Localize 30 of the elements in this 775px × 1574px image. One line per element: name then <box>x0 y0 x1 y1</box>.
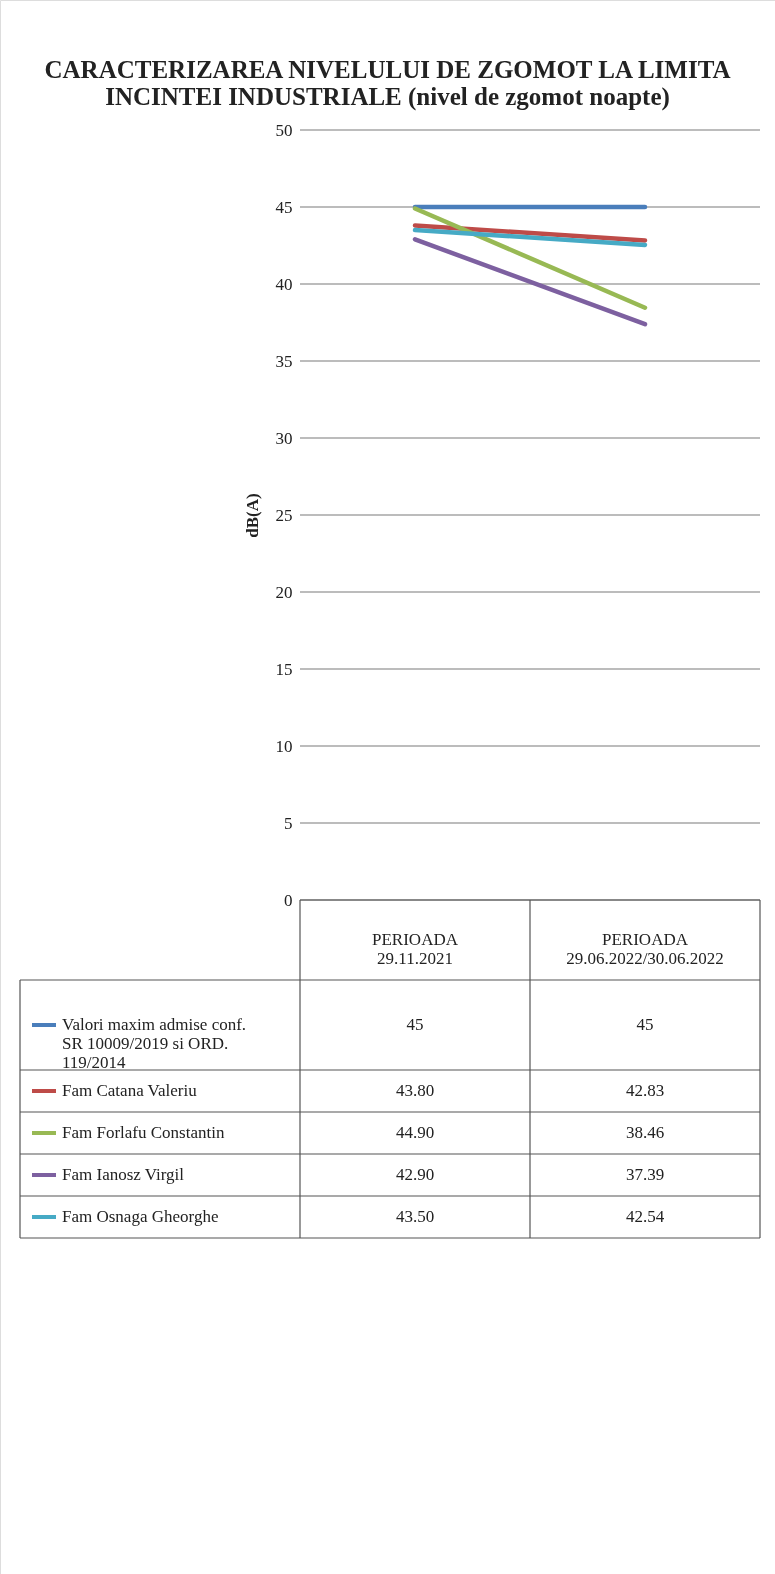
legend-label: Fam Osnaga Gheorghe <box>62 1207 219 1226</box>
data-label: 45 <box>636 1015 654 1034</box>
data-label: 42.83 <box>625 1081 665 1100</box>
legend-label: Fam Ianosz Virgil <box>62 1165 185 1184</box>
y-tick-label: 30 <box>275 428 293 448</box>
x-tick-label: PERIOADA 29.11.2021 <box>372 930 459 968</box>
y-tick-label: 10 <box>275 736 293 756</box>
y-tick-label: 50 <box>275 120 293 140</box>
data-label: 38.46 <box>625 1123 665 1142</box>
x-tick-label: PERIOADA 29.06.2022/30.06.2022 <box>566 930 724 968</box>
legend-label: Fam Forlafu Constantin <box>62 1123 225 1142</box>
y-tick-label: 15 <box>275 659 293 679</box>
data-label: 45 <box>406 1015 424 1034</box>
y-tick-label: 45 <box>275 197 293 217</box>
legend-label: Fam Catana Valeriu <box>62 1081 198 1100</box>
legend-label: Valori maxim admise conf. SR 10009/2019 si ORD. 119/2014 <box>62 1015 247 1072</box>
y-tick-label: 5 <box>284 813 293 833</box>
data-label: 42.54 <box>625 1207 665 1226</box>
chart-title: CARACTERIZAREA NIVELULUI DE ZGOMOT LA LIMITA INCINTEI INDUSTRIALE (nivel de zgomot noapte) <box>44 56 731 111</box>
y-tick-label: 0 <box>284 890 293 910</box>
y-tick-label: 20 <box>275 582 293 602</box>
data-label: 37.39 <box>625 1165 665 1184</box>
data-label: 44.90 <box>395 1123 435 1142</box>
data-label: 43.50 <box>395 1207 435 1226</box>
y-axis-title: dB(A) <box>242 493 262 538</box>
y-tick-label: 35 <box>275 351 293 371</box>
data-label: 42.90 <box>395 1165 435 1184</box>
y-tick-label: 40 <box>275 274 293 294</box>
y-tick-label: 25 <box>275 505 293 525</box>
data-label: 43.80 <box>395 1081 435 1100</box>
